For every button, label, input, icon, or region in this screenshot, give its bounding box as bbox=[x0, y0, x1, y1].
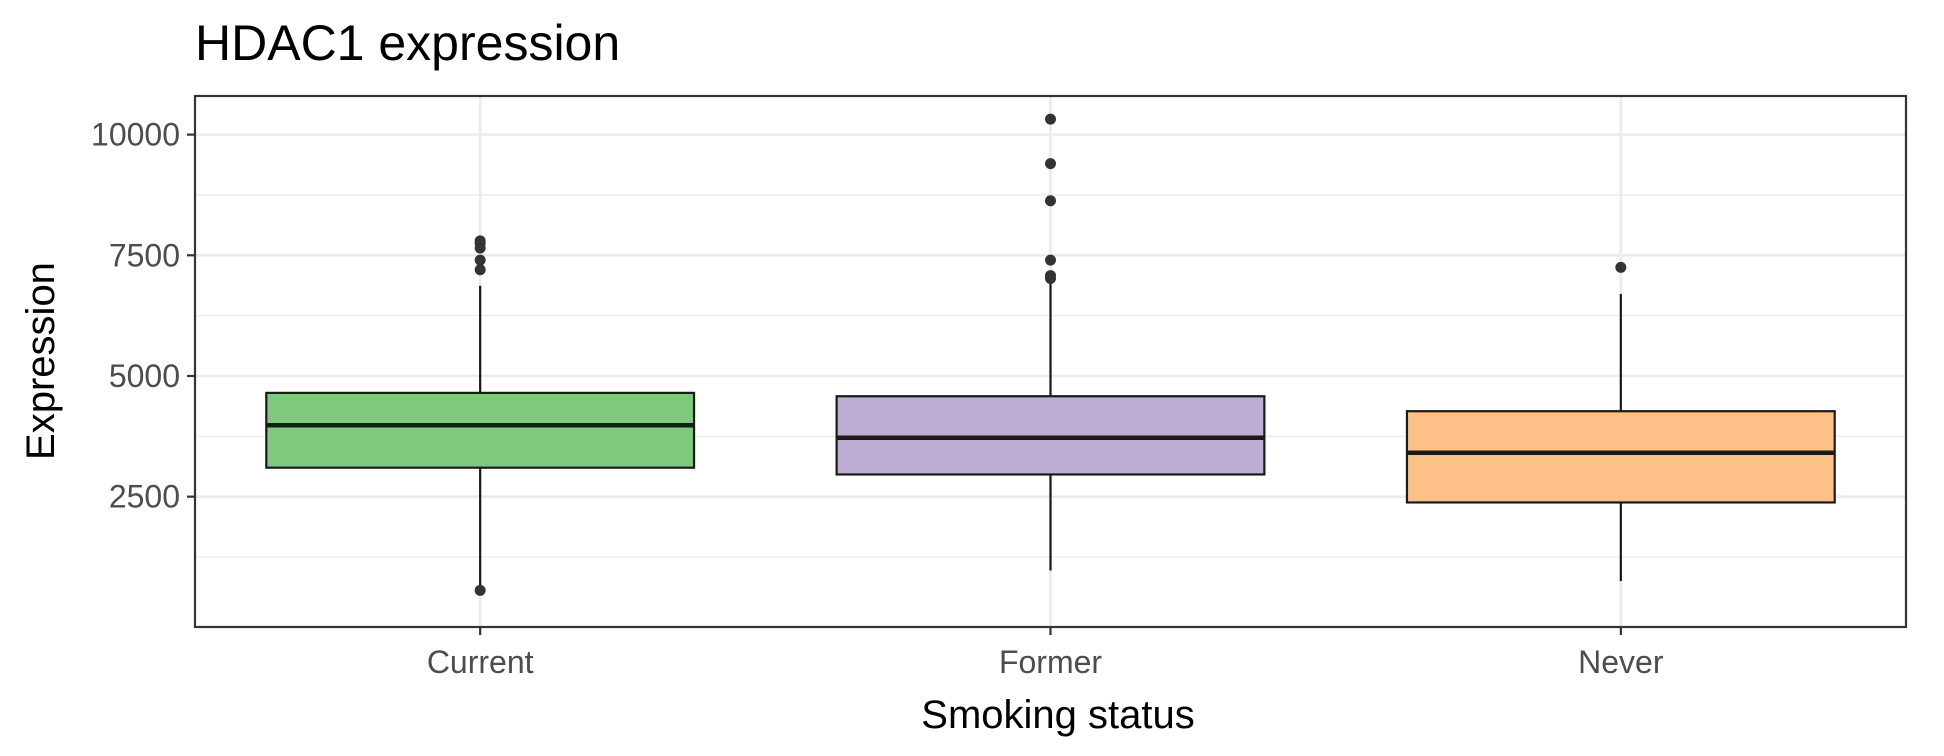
y-tick-label: 2500 bbox=[109, 479, 180, 515]
x-tick-label: Never bbox=[1578, 644, 1664, 680]
outlier-point bbox=[1045, 254, 1056, 266]
x-tick-label: Current bbox=[427, 644, 534, 680]
y-axis-title: Expression bbox=[19, 262, 63, 460]
box-iqr bbox=[1405, 410, 1836, 504]
x-tick-label: Former bbox=[999, 644, 1102, 680]
outlier-point bbox=[474, 242, 486, 254]
outlier-point bbox=[1045, 195, 1056, 207]
y-tick-label: 5000 bbox=[109, 358, 180, 394]
box-iqr bbox=[265, 391, 696, 469]
box-former bbox=[835, 113, 1266, 571]
outlier-point bbox=[1045, 113, 1056, 125]
chart-title: HDAC1 expression bbox=[195, 15, 620, 71]
x-axis-title: Smoking status bbox=[921, 693, 1194, 737]
outlier-point bbox=[1615, 261, 1627, 273]
plot-area: 2500 5000 7500 10000 Current Former Never bbox=[91, 94, 1908, 680]
box-current bbox=[265, 235, 696, 596]
y-tick-label: 10000 bbox=[91, 117, 180, 153]
box-iqr bbox=[835, 395, 1266, 476]
outlier-point bbox=[474, 584, 486, 596]
outlier-point bbox=[474, 264, 486, 276]
y-tick-label: 7500 bbox=[109, 237, 180, 273]
box-never bbox=[1405, 261, 1836, 582]
outlier-point bbox=[1045, 272, 1056, 284]
outlier-point bbox=[474, 254, 486, 266]
outlier-point bbox=[1045, 158, 1056, 170]
